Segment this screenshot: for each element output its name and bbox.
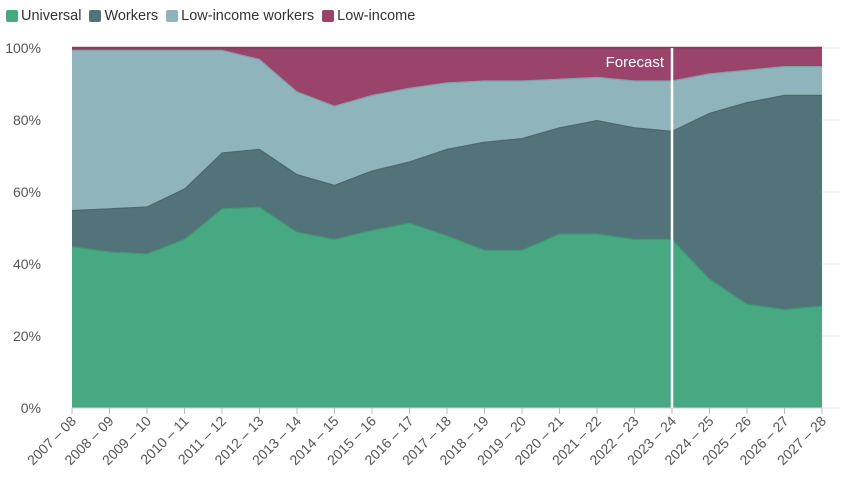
legend: Universal Workers Low-income workers Low-in…: [6, 8, 415, 24]
y-tick-label: 80%: [13, 112, 41, 128]
area-low-income[interactable]: [72, 48, 822, 106]
y-tick-label: 60%: [13, 184, 41, 200]
forecast-annotation: Forecast: [606, 48, 674, 408]
legend-item-workers[interactable]: Workers: [89, 8, 158, 24]
legend-label: Universal: [21, 8, 82, 24]
area-universal[interactable]: [72, 206, 822, 408]
y-tick-label: 0%: [21, 400, 41, 416]
legend-item-low-income-workers[interactable]: Low-income workers: [166, 8, 314, 24]
y-tick-label: 100%: [5, 40, 41, 56]
legend-swatch: [6, 10, 18, 22]
legend-swatch: [166, 10, 179, 22]
forecast-label: Forecast: [606, 54, 665, 71]
area-workers[interactable]: [72, 94, 822, 309]
y-tick-label: 40%: [13, 256, 41, 272]
y-axis: 0% 20% 40% 60% 80% 100%: [5, 40, 41, 416]
legend-swatch: [89, 10, 102, 22]
legend-swatch: [322, 10, 335, 22]
legend-item-universal[interactable]: Universal: [6, 8, 81, 24]
legend-label: Low-income: [337, 8, 416, 24]
stacked-areas: [71, 46, 823, 408]
legend-label: Workers: [104, 8, 159, 24]
y-tick-label: 20%: [13, 328, 41, 344]
legend-item-low-income[interactable]: Low-income: [322, 8, 415, 24]
area-low-income-workers[interactable]: [72, 49, 822, 210]
legend-label: Low-income workers: [181, 8, 315, 24]
